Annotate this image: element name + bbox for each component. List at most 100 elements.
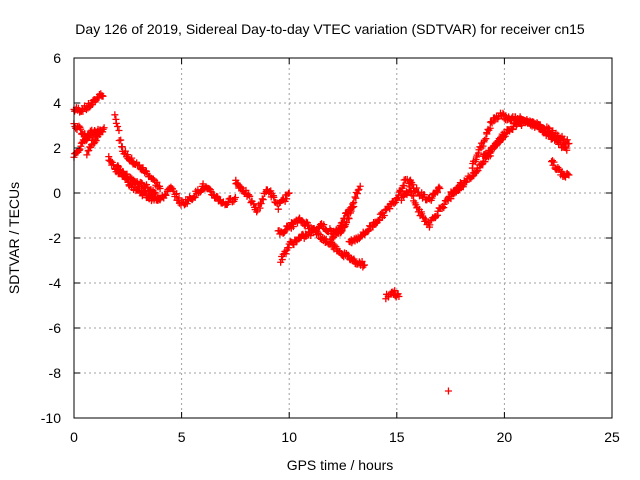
x-tick-label: 15 (389, 429, 405, 445)
data-point-track-s (486, 149, 494, 157)
data-point-track-d (100, 124, 108, 132)
data-point-track-p (433, 188, 441, 196)
data-point-track-f (114, 122, 122, 130)
data-point-track-q (463, 178, 471, 186)
data-point-track-h (199, 180, 207, 188)
data-point-track-j (281, 227, 289, 235)
data-point-track-p (428, 194, 436, 202)
data-point-track-i (237, 183, 245, 191)
x-tick-label: 25 (604, 429, 620, 445)
y-tick-label: 6 (53, 50, 61, 66)
grid-lines (74, 58, 612, 418)
data-point-track-k (320, 221, 328, 229)
data-point-track-j (289, 223, 297, 231)
data-point-track-f (115, 126, 123, 134)
data-point-track-l (356, 182, 364, 190)
data-point-track-l (353, 190, 361, 198)
data-point-track-i (257, 200, 265, 208)
data-point-track-d (92, 137, 100, 145)
data-point-track-l (343, 210, 351, 218)
data-point-track-o (426, 221, 434, 229)
data-point-track-p (413, 184, 421, 192)
data-point-track-t (565, 171, 573, 179)
data-point-track-b (77, 125, 85, 133)
data-point-track-i (259, 196, 267, 204)
data-point-track-m (390, 200, 398, 208)
data-point-track-m (395, 188, 403, 196)
data-point-track-s (561, 143, 569, 151)
data-point-track-s (534, 121, 542, 129)
y-tick-label: 0 (53, 185, 61, 201)
data-point-track-r (480, 136, 488, 144)
data-point-track-h (173, 190, 181, 198)
data-point-track-e (138, 179, 146, 187)
y-tick-labels: 6 4 2 0 -2 -4 -6 -8 -10 (41, 50, 61, 426)
data-point-track-j (358, 257, 366, 265)
data-point-track-l (355, 185, 363, 193)
data-point-track-h (231, 194, 239, 201)
data-point-track-q (468, 173, 476, 181)
data-point-track-r (476, 143, 484, 151)
data-point-track-l (347, 204, 355, 212)
chart-title: Day 126 of 2019, Sidereal Day-to-day VTE… (75, 21, 585, 37)
data-point-track-j (345, 251, 353, 259)
data-point-track-f (156, 185, 164, 192)
data-point-track-q (473, 168, 481, 176)
x-tick-label: 0 (70, 429, 78, 445)
data-point-track-r (479, 142, 487, 150)
y-tick-label: 4 (53, 95, 61, 111)
data-point-track-m (380, 211, 388, 219)
data-point-track-m (391, 198, 399, 206)
data-point-track-i (246, 192, 254, 200)
data-point-track-a (99, 92, 107, 100)
data-point-track-k (278, 256, 286, 264)
data-point-track-r (483, 130, 491, 138)
data-point-track-k (282, 250, 290, 258)
data-point-track-k (292, 238, 300, 246)
data-points (70, 90, 573, 395)
data-point-track-f (121, 147, 129, 155)
data-point-track-n (395, 293, 403, 300)
data-point-track-j (299, 217, 307, 225)
data-point-track-l (341, 214, 349, 222)
x-tick-labels: 0 5 10 15 20 25 (70, 429, 620, 445)
data-point-track-i (285, 189, 293, 197)
data-point-track-l (344, 209, 352, 217)
data-point-track-f (117, 136, 125, 144)
data-point-track-t (550, 158, 558, 166)
y-tick-label: -4 (49, 275, 62, 291)
data-point-track-s (563, 146, 571, 154)
data-point-track-e (110, 161, 118, 169)
data-point-track-m (375, 216, 383, 224)
data-point-track-r (486, 124, 494, 132)
data-point-track-i (258, 195, 266, 203)
data-point-track-f (112, 119, 120, 127)
data-point-track-p (436, 185, 444, 192)
x-axis-label: GPS time / hours (287, 457, 394, 473)
data-point-track-a (71, 107, 79, 115)
data-point-track-g (123, 175, 131, 183)
data-point-track-j (293, 219, 301, 227)
data-point-track-r (565, 140, 573, 147)
data-point-track-s (556, 137, 564, 145)
axis-ticks (73, 57, 613, 419)
y-axis-label: SDTVAR / TECUs (6, 182, 22, 294)
data-point-track-j (332, 243, 340, 251)
data-point-track-m (392, 195, 400, 203)
data-point-track-g (116, 165, 124, 173)
y-tick-label: -10 (41, 410, 61, 426)
data-point-track-l (354, 186, 362, 194)
data-point-track-o (432, 212, 440, 220)
data-point-track-l (330, 234, 338, 242)
data-point-track-p (409, 181, 417, 189)
data-point-outlier (444, 387, 452, 395)
data-point-track-l (349, 200, 357, 208)
y-tick-label: -2 (49, 230, 62, 246)
data-point-track-f (149, 175, 157, 183)
data-point-track-d (83, 151, 91, 159)
y-tick-label: 2 (53, 140, 61, 156)
data-point-track-h (162, 191, 170, 199)
data-point-track-i (245, 191, 253, 199)
data-point-track-i (280, 196, 288, 204)
